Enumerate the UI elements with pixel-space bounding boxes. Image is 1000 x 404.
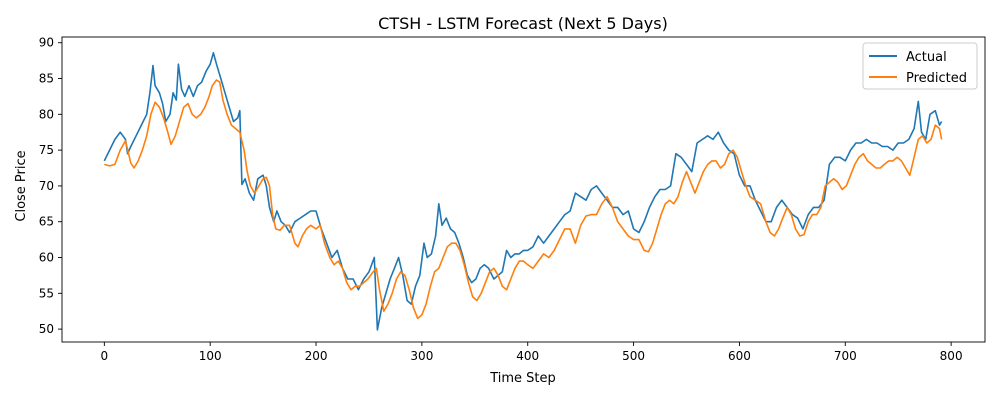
x-axis: 0 100 200 300 400 500 600 700 800 [101,342,963,363]
x-tick-label: 600 [728,349,751,363]
x-axis-label: Time Step [489,371,556,386]
chart-title: CTSH - LSTM Forecast (Next 5 Days) [378,14,668,33]
legend: Actual Predicted [862,42,978,90]
y-tick-label: 70 [39,179,54,193]
x-tick-label: 400 [516,349,539,363]
series-line-predicted [104,79,943,320]
plot-area [61,36,986,343]
series-line-actual [103,52,943,331]
y-tick-label: 85 [39,72,54,86]
y-tick-label: 55 [39,286,54,300]
x-tick-label: 200 [305,349,328,363]
legend-label-actual: Actual [906,50,947,65]
plot-frame [61,36,986,343]
y-tick-label: 90 [39,36,54,50]
x-tick-label: 100 [199,349,222,363]
y-axis: 50 55 60 65 70 75 80 85 90 [39,36,62,336]
y-tick-label: 60 [39,251,54,265]
y-tick-label: 65 [39,215,54,229]
x-tick-label: 0 [101,349,109,363]
x-tick-label: 700 [834,349,857,363]
y-tick-label: 80 [39,107,54,121]
y-axis-label: Close Price [14,150,29,221]
legend-label-predicted: Predicted [906,71,967,86]
x-tick-label: 800 [940,349,963,363]
y-tick-label: 75 [39,143,54,157]
y-tick-label: 50 [39,322,54,336]
x-tick-label: 500 [622,349,645,363]
x-tick-label: 300 [410,349,433,363]
